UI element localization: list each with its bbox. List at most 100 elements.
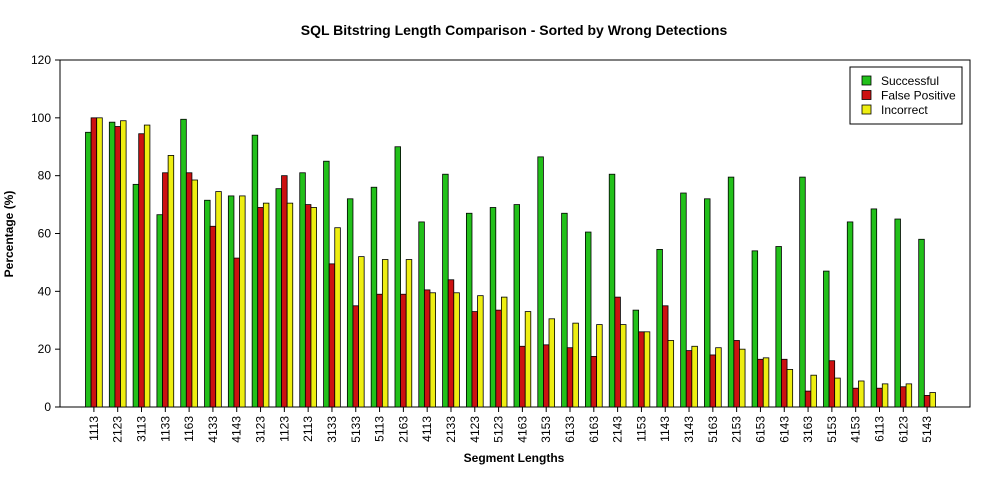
bar-incorrect-5133 xyxy=(358,256,365,408)
bar-incorrect-2143 xyxy=(620,324,627,408)
bar-incorrect-3143 xyxy=(691,345,698,408)
bar-successful-4113 xyxy=(418,221,425,408)
bar-successful-2123 xyxy=(108,121,116,408)
x-tick-label-1123: 1123 xyxy=(277,416,291,442)
x-tick-label-6123: 6123 xyxy=(896,416,910,443)
bar-false-positive-5123 xyxy=(495,309,502,408)
bar-successful-3123 xyxy=(251,134,259,408)
x-tick-label-3163: 3163 xyxy=(801,416,815,443)
bar-incorrect-5163 xyxy=(715,347,722,408)
legend-swatch-false-positive xyxy=(861,90,872,100)
x-tick-label-1163: 1163 xyxy=(182,416,196,442)
bar-successful-3163 xyxy=(799,176,806,408)
bar-false-positive-2123 xyxy=(114,126,121,408)
bar-incorrect-5113 xyxy=(381,259,389,408)
x-tick-label-5113: 5113 xyxy=(373,416,387,442)
bar-successful-5113 xyxy=(370,186,378,408)
x-tick-label-6113: 6113 xyxy=(872,416,886,442)
bar-false-positive-3143 xyxy=(685,350,693,408)
bar-successful-4133 xyxy=(204,199,211,408)
bar-incorrect-6113 xyxy=(881,383,889,408)
x-tick-label-6153: 6153 xyxy=(753,416,767,443)
bar-successful-1163 xyxy=(180,118,187,408)
bar-incorrect-4123 xyxy=(477,295,484,408)
bar-false-positive-3123 xyxy=(257,207,264,408)
bar-false-positive-5153 xyxy=(828,360,836,408)
bar-successful-6163 xyxy=(585,231,592,408)
bar-incorrect-1143 xyxy=(667,340,675,408)
bar-incorrect-6163 xyxy=(596,324,603,408)
y-axis-label: Percentage (%) xyxy=(2,191,16,278)
bar-successful-5123 xyxy=(489,207,497,408)
bar-false-positive-2143 xyxy=(614,296,621,408)
bar-successful-2113 xyxy=(299,172,306,408)
bar-false-positive-6153 xyxy=(757,358,764,408)
bar-false-positive-1133 xyxy=(162,172,169,408)
bar-incorrect-4113 xyxy=(429,292,436,408)
x-tick-label-1143: 1143 xyxy=(658,416,672,442)
bar-successful-6143 xyxy=(775,246,782,408)
x-tick-label-5133: 5133 xyxy=(349,416,363,443)
bar-successful-2163 xyxy=(394,146,401,408)
bar-false-positive-1143 xyxy=(662,305,669,408)
x-axis: 1113 2123 3113 1133 1163 4133 4143 3123 1123 2113… xyxy=(87,407,934,443)
bar-false-positive-4123 xyxy=(471,311,478,408)
bar-false-positive-2113 xyxy=(304,204,312,408)
x-tick-label-1153: 1153 xyxy=(634,416,648,442)
bar-false-positive-3113 xyxy=(138,133,145,408)
bar-incorrect-3133 xyxy=(334,227,341,408)
bar-successful-5143 xyxy=(918,238,925,408)
bar-false-positive-6143 xyxy=(781,358,788,408)
bar-incorrect-6143 xyxy=(786,369,794,408)
bar-incorrect-5123 xyxy=(500,296,508,408)
y-tick-label: 20 xyxy=(38,342,52,356)
bar-successful-6153 xyxy=(751,250,759,408)
bar-false-positive-4113 xyxy=(423,289,431,408)
bar-incorrect-2153 xyxy=(739,348,746,408)
y-tick-label: 80 xyxy=(38,169,52,183)
bar-incorrect-2123 xyxy=(120,120,127,408)
bar-incorrect-6153 xyxy=(762,357,770,408)
bar-successful-4153 xyxy=(846,221,854,408)
bar-incorrect-4153 xyxy=(858,380,865,408)
bar-incorrect-3113 xyxy=(143,124,151,408)
bar-false-positive-4133 xyxy=(209,225,217,408)
x-tick-label-4163: 4163 xyxy=(515,416,529,443)
bar-incorrect-6133 xyxy=(572,322,579,408)
x-tick-label-5153: 5153 xyxy=(825,416,839,443)
bar-false-positive-5133 xyxy=(352,305,359,408)
bar-incorrect-1123 xyxy=(286,202,294,408)
bar-successful-6113 xyxy=(870,208,878,408)
bar-incorrect-2113 xyxy=(310,207,317,408)
legend-label-successful: Successful xyxy=(881,74,939,88)
bar-false-positive-5113 xyxy=(376,293,383,408)
bar-false-positive-1123 xyxy=(281,175,288,408)
bar-successful-3153 xyxy=(537,156,544,408)
bar-successful-1153 xyxy=(632,309,640,408)
bar-false-positive-6123 xyxy=(900,386,907,408)
bar-successful-2153 xyxy=(727,176,735,408)
bar-successful-1133 xyxy=(156,214,163,408)
bar-incorrect-3163 xyxy=(810,374,817,408)
bar-incorrect-1153 xyxy=(643,331,651,408)
bar-incorrect-6123 xyxy=(905,383,913,408)
bar-false-positive-4153 xyxy=(852,387,859,408)
x-tick-label-5143: 5143 xyxy=(920,416,934,443)
x-tick-label-4143: 4143 xyxy=(230,416,244,443)
bar-false-positive-3163 xyxy=(804,390,812,408)
bar-incorrect-1113 xyxy=(96,117,103,408)
bar-false-positive-3153 xyxy=(543,344,550,408)
x-tick-label-2113: 2113 xyxy=(301,416,315,442)
bar-incorrect-4133 xyxy=(215,191,222,408)
x-tick-label-4113: 4113 xyxy=(420,416,434,442)
x-tick-label-3113: 3113 xyxy=(135,416,149,442)
x-tick-label-6133: 6133 xyxy=(563,416,577,443)
bar-successful-4163 xyxy=(513,204,520,408)
x-tick-label-4123: 4123 xyxy=(468,416,482,443)
bar-false-positive-1153 xyxy=(638,331,645,408)
x-tick-label-6143: 6143 xyxy=(777,416,791,443)
bar-incorrect-1133 xyxy=(167,155,175,408)
y-axis: 0 20 40 60 80 100 120 xyxy=(31,53,60,414)
x-tick-label-5163: 5163 xyxy=(706,416,720,443)
bars-group xyxy=(85,117,936,408)
